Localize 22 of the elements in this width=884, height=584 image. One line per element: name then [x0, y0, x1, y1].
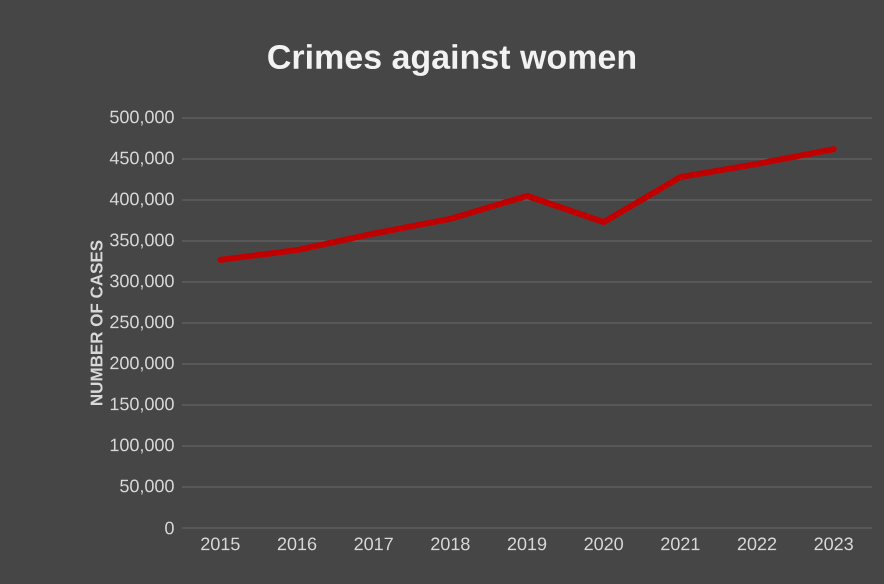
x-tick-label: 2020	[584, 538, 623, 550]
y-tick-label: 500,000	[110, 110, 174, 126]
y-tick-label: 50,000	[120, 480, 174, 494]
y-tick-label: 0	[165, 522, 174, 534]
y-tick-label: 400,000	[110, 192, 174, 208]
y-tick-label: 350,000	[110, 234, 174, 248]
y-tick-label: 100,000	[110, 438, 174, 454]
x-tick-label: 2016	[278, 538, 316, 550]
x-tick-label: 2023	[814, 538, 853, 550]
x-tick-label: 2022	[738, 538, 776, 550]
y-tick-label: 450,000	[110, 152, 174, 166]
x-tick-label: 2015	[201, 538, 240, 550]
y-tick-label: 150,000	[110, 398, 174, 412]
x-tick-label: 2017	[354, 538, 393, 550]
x-tick-label: 2019	[508, 538, 546, 550]
y-tick-label: 250,000	[110, 316, 174, 330]
y-tick-label: 300,000	[110, 274, 174, 290]
chart-title: Crimes against women	[268, 44, 636, 76]
x-tick-label: 2018	[431, 538, 470, 550]
y-tick-label: 200,000	[110, 356, 174, 372]
y-axis-title: NUMBER OF CASES	[90, 240, 103, 405]
x-tick-label: 2021	[661, 538, 700, 550]
